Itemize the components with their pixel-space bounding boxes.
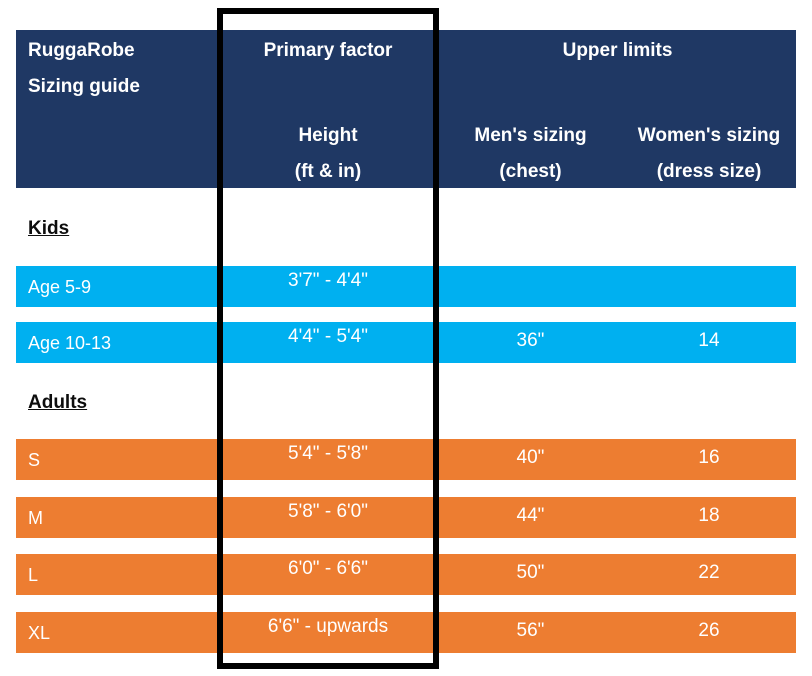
row-label: XL bbox=[28, 623, 51, 643]
section-label-kids: Kids bbox=[28, 218, 70, 239]
row-mens-value: 50" bbox=[516, 562, 545, 583]
womens-sizing-label: Women's sizing bbox=[637, 125, 781, 146]
height-unit: (ft & in) bbox=[294, 161, 362, 182]
row-womens-value: 18 bbox=[698, 505, 720, 526]
row-mens-value: 44" bbox=[516, 505, 545, 526]
table-header: RuggaRobe Sizing guide Primary factor Up… bbox=[16, 30, 796, 188]
height-label: Height bbox=[298, 125, 358, 146]
row-womens-value: 16 bbox=[698, 447, 720, 468]
row-height-value: 4'4" - 5'4" bbox=[288, 326, 368, 347]
column-subheader-height: Height (ft & in) bbox=[217, 125, 439, 183]
column-subheader-womens-sizing: Women's sizing (dress size) bbox=[622, 125, 796, 183]
row-label: Age 5-9 bbox=[28, 277, 92, 297]
row-mens-value: 56" bbox=[516, 620, 545, 641]
row-height-value: 6'0" - 6'6" bbox=[288, 558, 368, 579]
column-header-upper-limits: Upper limits bbox=[562, 40, 673, 61]
row-age-10-13: Age 10-13 4'4" - 5'4" 36" 14 bbox=[16, 322, 796, 363]
table-title-brand: RuggaRobe bbox=[28, 40, 135, 61]
row-size-l: L 6'0" - 6'6" 50" 22 bbox=[16, 554, 796, 595]
row-womens-value: 14 bbox=[698, 330, 720, 351]
row-mens-value: 40" bbox=[516, 447, 545, 468]
row-womens-value: 26 bbox=[698, 620, 720, 641]
womens-sizing-unit: (dress size) bbox=[656, 161, 762, 182]
row-label: M bbox=[28, 508, 43, 528]
column-subheader-mens-sizing: Men's sizing (chest) bbox=[439, 125, 622, 183]
row-label: L bbox=[28, 565, 39, 585]
table-title: RuggaRobe Sizing guide bbox=[28, 40, 140, 98]
row-height-value: 3'7" - 4'4" bbox=[288, 270, 368, 291]
row-mens-value: 36" bbox=[516, 330, 545, 351]
section-label-adults: Adults bbox=[28, 392, 88, 413]
row-womens-value bbox=[622, 266, 796, 307]
row-height-value: 6'6" - upwards bbox=[267, 616, 389, 637]
mens-sizing-unit: (chest) bbox=[499, 161, 562, 182]
row-size-xl: XL 6'6" - upwards 56" 26 bbox=[16, 612, 796, 653]
row-age-5-9: Age 5-9 3'7" - 4'4" bbox=[16, 266, 796, 307]
row-height-value: 5'4" - 5'8" bbox=[288, 443, 368, 464]
row-height-value: 5'8" - 6'0" bbox=[288, 501, 368, 522]
table-title-subtitle: Sizing guide bbox=[28, 76, 140, 97]
row-label: S bbox=[28, 450, 41, 470]
column-header-primary-factor: Primary factor bbox=[263, 40, 393, 61]
row-label: Age 10-13 bbox=[28, 333, 112, 353]
row-size-s: S 5'4" - 5'8" 40" 16 bbox=[16, 439, 796, 480]
row-womens-value: 22 bbox=[698, 562, 720, 583]
row-size-m: M 5'8" - 6'0" 44" 18 bbox=[16, 497, 796, 538]
row-mens-value bbox=[439, 266, 622, 307]
mens-sizing-label: Men's sizing bbox=[474, 125, 587, 146]
